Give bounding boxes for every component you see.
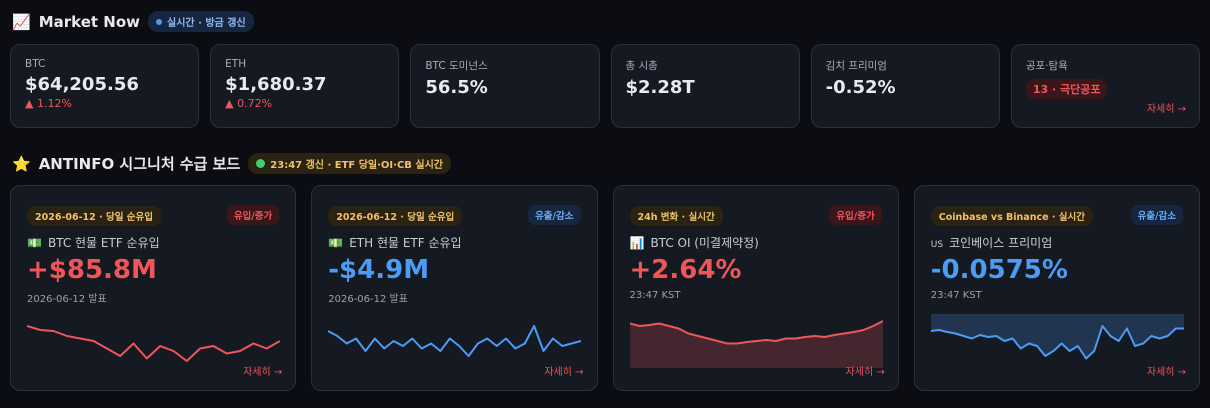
card-tag: Coinbase vs Binance · 실시간 xyxy=(930,206,1093,226)
signal-card: Coinbase vs Binance · 실시간 유출/감소 US 코인베이스 프리… xyxy=(913,185,1200,391)
sparkline-line xyxy=(27,325,280,362)
direction-pill: 유출/감소 xyxy=(528,205,581,225)
card-title: 코인베이스 프리미엄 xyxy=(949,236,1053,250)
direction-pill: 유입/증가 xyxy=(829,205,882,225)
sparkline-line xyxy=(328,325,582,357)
signal-card: 2026-06-12 · 당일 순유입 유출/감소 💵 ETH 현물 ETF 순유입 -… xyxy=(311,185,598,391)
stat-row: BTC $64,205.56 ▲ 1.12% ETH $1,680.37 ▲ 0.72% B… xyxy=(10,44,1200,128)
section-header: ⭐ ANTINFO 시그니처 수급 보드 23:47 갱신 · ETF 당일·O… xyxy=(12,153,451,174)
direction-pill: 유입/증가 xyxy=(226,205,280,225)
detail-link[interactable]: 자세히 → xyxy=(1146,367,1186,378)
detail-link[interactable]: 자세히 → xyxy=(544,367,584,378)
stat-card: BTC 도미넌스 56.5% xyxy=(410,44,600,128)
card-sub: 2026-06-12 발표 xyxy=(27,294,107,305)
card-sub: 23:47 KST xyxy=(930,290,982,301)
stat-label: 김치 프리미엄 xyxy=(825,60,887,72)
stat-label: BTC 도미넌스 xyxy=(425,60,488,72)
card-value: -0.0575% xyxy=(930,255,1068,285)
sparkline-line xyxy=(930,325,1184,360)
card-icon: 💵 xyxy=(328,236,344,250)
sparkline-area xyxy=(930,314,1184,359)
stat-label: BTC xyxy=(25,58,46,70)
stat-label: 공포·탐욕 xyxy=(1025,60,1068,72)
live-badge: 실시간 · 방금 갱신 xyxy=(148,11,254,32)
card-title: BTC OI (미결제약정) xyxy=(650,236,759,250)
card-tag: 2026-06-12 · 당일 순유입 xyxy=(328,206,463,226)
sparkline xyxy=(27,325,280,362)
stat-label: ETH xyxy=(225,58,247,70)
badge-text: 실시간 · 방금 갱신 xyxy=(167,18,246,29)
header-icon: 📈 xyxy=(12,12,31,31)
section-icon: ⭐ xyxy=(12,154,31,173)
header-title: Market Now xyxy=(38,12,140,31)
stat-value: $1,680.37 xyxy=(225,74,327,95)
stat-card: 총 시총 $2.28T xyxy=(610,44,800,128)
detail-link[interactable]: 자세히 → xyxy=(1146,104,1186,115)
sparkline xyxy=(629,320,883,368)
signal-card: 2026-06-12 · 당일 순유입 유입/증가 💵 BTC 현물 ETF 순유입 +… xyxy=(10,185,297,391)
card-sub: 2026-06-12 발표 xyxy=(328,294,408,305)
fear-greed-badge: 13 · 극단공포 xyxy=(1025,79,1108,99)
card-row: 2026-06-12 · 당일 순유입 유입/증가 💵 BTC 현물 ETF 순유입 +… xyxy=(10,185,1200,391)
badge-text: 23:47 갱신 · ETF 당일·OI·CB 실시간 xyxy=(270,160,443,171)
detail-link[interactable]: 자세히 → xyxy=(845,367,885,378)
stat-label: 총 시총 xyxy=(625,60,658,72)
card-title-row: 💵 ETH 현물 ETF 순유입 xyxy=(328,234,580,251)
detail-link[interactable]: 자세히 → xyxy=(243,367,283,378)
section-badge: 23:47 갱신 · ETF 당일·OI·CB 실시간 xyxy=(248,153,451,174)
stat-value: -0.52% xyxy=(825,77,896,98)
stat-card: ETH $1,680.37 ▲ 0.72% xyxy=(210,44,400,128)
stat-change: ▲ 0.72% xyxy=(225,97,273,110)
card-icon: US xyxy=(930,240,944,250)
card-title-row: 📊 BTC OI (미결제약정) xyxy=(630,234,882,251)
direction-pill: 유출/감소 xyxy=(1130,205,1183,225)
card-icon: 📊 xyxy=(629,236,645,250)
stat-card: 김치 프리미엄 -0.52% xyxy=(810,44,1000,128)
card-value: +$85.8M xyxy=(27,255,157,285)
stat-value: $2.28T xyxy=(625,77,695,98)
card-value: +2.64% xyxy=(629,255,742,285)
stat-value: 56.5% xyxy=(425,77,488,98)
card-title: ETH 현물 ETF 순유입 xyxy=(349,236,462,250)
header: 📈 Market Now 실시간 · 방금 갱신 xyxy=(12,11,254,32)
stat-card: BTC $64,205.56 ▲ 1.12% xyxy=(10,44,200,128)
card-tag: 2026-06-12 · 당일 순유입 xyxy=(27,206,161,226)
card-value: -$4.9M xyxy=(328,255,430,285)
stat-change: ▲ 1.12% xyxy=(25,97,72,110)
sparkline xyxy=(328,325,582,357)
signal-card: 24h 변화 · 실시간 유입/증가 📊 BTC OI (미결제약정) +2.64% 23… xyxy=(612,185,899,391)
stat-value: $64,205.56 xyxy=(25,74,139,95)
card-icon: 💵 xyxy=(27,236,42,250)
card-title-row: US 코인베이스 프리미엄 xyxy=(931,234,1183,251)
section-title: ANTINFO 시그니처 수급 보드 xyxy=(38,155,241,173)
sparkline xyxy=(930,314,1184,360)
sparkline-line xyxy=(629,320,883,345)
card-sub: 23:47 KST xyxy=(629,290,681,301)
card-title-row: 💵 BTC 현물 ETF 순유입 xyxy=(27,234,279,251)
card-title: BTC 현물 ETF 순유입 xyxy=(47,236,160,250)
sparkline-area xyxy=(629,321,883,368)
card-tag: 24h 변화 · 실시간 xyxy=(629,206,723,226)
